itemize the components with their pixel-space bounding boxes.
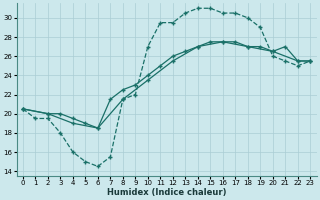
X-axis label: Humidex (Indice chaleur): Humidex (Indice chaleur) <box>107 188 226 197</box>
